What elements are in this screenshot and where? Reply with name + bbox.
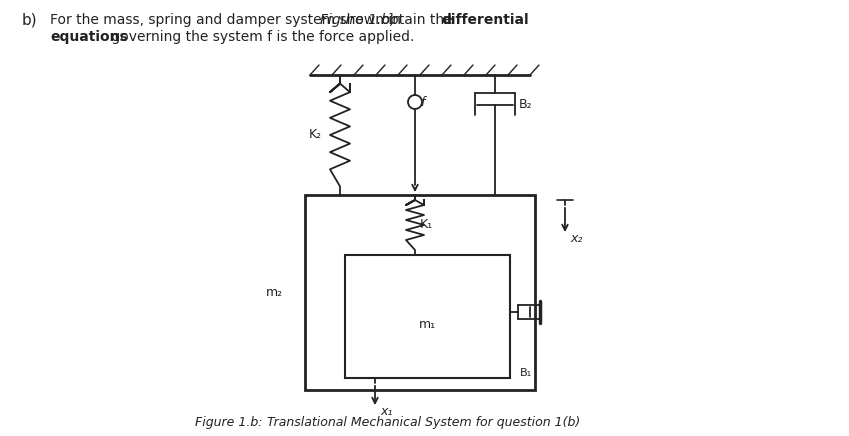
Text: Figure 1.b:: Figure 1.b: <box>195 416 262 429</box>
Text: b): b) <box>22 13 37 27</box>
Text: m₁: m₁ <box>419 318 436 331</box>
Text: x₁: x₁ <box>380 405 392 418</box>
Text: differential: differential <box>441 13 529 27</box>
Bar <box>345 255 510 378</box>
Text: obtain the: obtain the <box>377 13 457 27</box>
Text: B₂: B₂ <box>519 98 532 110</box>
Text: K₁: K₁ <box>420 218 433 232</box>
Text: equations: equations <box>50 30 127 44</box>
Text: K₂: K₂ <box>309 129 322 142</box>
Text: x₂: x₂ <box>570 232 582 245</box>
Bar <box>305 195 535 390</box>
Text: For the mass, spring and damper system shown in: For the mass, spring and damper system s… <box>50 13 405 27</box>
Text: B₁: B₁ <box>520 368 532 378</box>
Text: m₂: m₂ <box>266 286 283 299</box>
Text: Figure 1.b,: Figure 1.b, <box>320 13 395 27</box>
Text: f: f <box>420 95 424 109</box>
Text: governing the system f is the force applied.: governing the system f is the force appl… <box>107 30 414 44</box>
Text: Translational Mechanical System for question 1(b): Translational Mechanical System for ques… <box>255 416 580 429</box>
